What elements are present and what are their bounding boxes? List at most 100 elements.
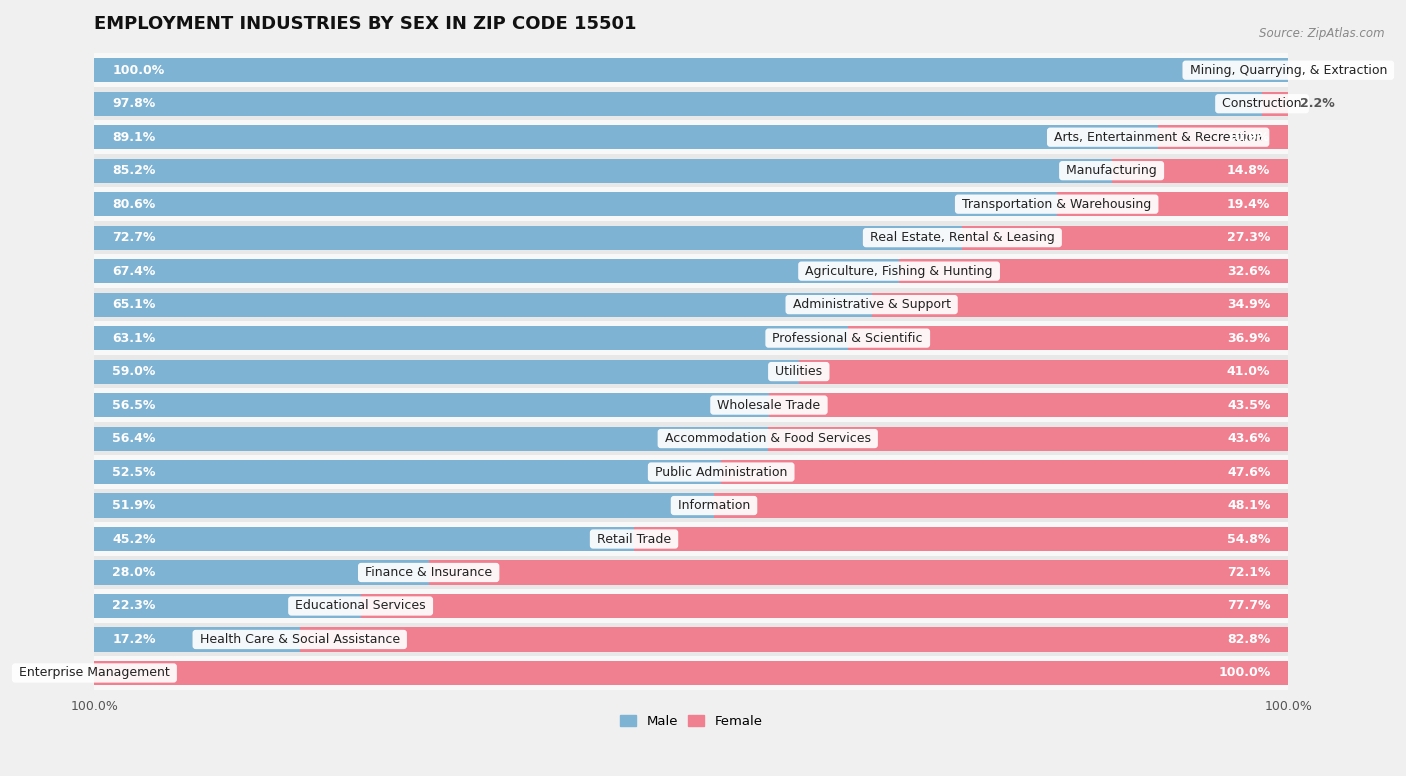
Text: 34.9%: 34.9% <box>1227 298 1271 311</box>
Bar <box>94 120 1288 154</box>
Text: Administrative & Support: Administrative & Support <box>789 298 955 311</box>
Text: 10.9%: 10.9% <box>1227 130 1271 144</box>
Bar <box>872 293 1288 317</box>
Bar <box>94 221 1288 255</box>
Bar <box>299 628 1288 652</box>
Bar <box>714 494 1288 518</box>
Bar <box>94 422 1288 456</box>
Bar <box>94 622 1288 656</box>
Bar <box>94 522 1288 556</box>
Bar <box>94 560 429 584</box>
Bar <box>94 226 962 250</box>
Text: 17.2%: 17.2% <box>112 633 156 646</box>
Bar <box>94 87 1288 120</box>
Text: Transportation & Warehousing: Transportation & Warehousing <box>957 198 1156 210</box>
Text: 89.1%: 89.1% <box>112 130 156 144</box>
Bar <box>94 288 1288 321</box>
Bar <box>94 527 634 551</box>
Text: 47.6%: 47.6% <box>1227 466 1271 479</box>
Bar <box>94 154 1288 188</box>
Bar <box>1263 92 1288 116</box>
Text: 56.5%: 56.5% <box>112 399 156 411</box>
Text: 19.4%: 19.4% <box>1227 198 1271 210</box>
Text: Real Estate, Rental & Leasing: Real Estate, Rental & Leasing <box>866 231 1059 244</box>
Bar <box>1112 158 1288 182</box>
Text: 51.9%: 51.9% <box>112 499 156 512</box>
Bar <box>94 460 721 484</box>
Bar <box>94 393 769 417</box>
Bar <box>94 125 1159 149</box>
Bar <box>94 427 768 451</box>
Text: EMPLOYMENT INDUSTRIES BY SEX IN ZIP CODE 15501: EMPLOYMENT INDUSTRIES BY SEX IN ZIP CODE… <box>94 15 637 33</box>
Text: Enterprise Management: Enterprise Management <box>15 667 174 680</box>
Legend: Male, Female: Male, Female <box>614 709 768 733</box>
Text: 85.2%: 85.2% <box>112 165 156 177</box>
Bar <box>94 359 799 383</box>
Bar <box>768 427 1288 451</box>
Text: Utilities: Utilities <box>772 365 827 378</box>
Bar <box>429 560 1289 584</box>
Bar <box>94 494 714 518</box>
Bar <box>94 489 1288 522</box>
Text: 56.4%: 56.4% <box>112 432 156 445</box>
Text: 22.3%: 22.3% <box>112 600 156 612</box>
Text: 41.0%: 41.0% <box>1227 365 1271 378</box>
Bar <box>769 393 1288 417</box>
Text: Information: Information <box>673 499 754 512</box>
Text: 80.6%: 80.6% <box>112 198 156 210</box>
Bar <box>94 556 1288 589</box>
Text: 45.2%: 45.2% <box>112 532 156 546</box>
Text: Educational Services: Educational Services <box>291 600 430 612</box>
Text: Wholesale Trade: Wholesale Trade <box>713 399 824 411</box>
Text: 43.6%: 43.6% <box>1227 432 1271 445</box>
Bar <box>94 321 1288 355</box>
Text: 14.8%: 14.8% <box>1227 165 1271 177</box>
Bar <box>94 158 1112 182</box>
Text: Retail Trade: Retail Trade <box>593 532 675 546</box>
Text: 72.1%: 72.1% <box>1227 566 1271 579</box>
Bar <box>799 359 1288 383</box>
Text: Professional & Scientific: Professional & Scientific <box>769 331 927 345</box>
Text: 67.4%: 67.4% <box>112 265 156 278</box>
Text: 2.2%: 2.2% <box>1301 97 1336 110</box>
Bar <box>94 192 1057 217</box>
Bar <box>94 594 360 618</box>
Bar <box>94 388 1288 422</box>
Text: 82.8%: 82.8% <box>1227 633 1271 646</box>
Text: Manufacturing: Manufacturing <box>1063 165 1161 177</box>
Text: 52.5%: 52.5% <box>112 466 156 479</box>
Text: Finance & Insurance: Finance & Insurance <box>361 566 496 579</box>
Text: 27.3%: 27.3% <box>1227 231 1271 244</box>
Bar <box>94 589 1288 622</box>
Bar <box>94 58 1288 82</box>
Bar <box>848 326 1288 350</box>
Bar <box>721 460 1289 484</box>
Bar <box>94 628 299 652</box>
Bar <box>94 355 1288 388</box>
Bar <box>94 54 1288 87</box>
Text: 72.7%: 72.7% <box>112 231 156 244</box>
Bar <box>962 226 1288 250</box>
Bar <box>94 188 1288 221</box>
Text: Agriculture, Fishing & Hunting: Agriculture, Fishing & Hunting <box>801 265 997 278</box>
Text: 43.5%: 43.5% <box>1227 399 1271 411</box>
Bar <box>634 527 1288 551</box>
Bar <box>1159 125 1288 149</box>
Bar <box>94 661 1288 685</box>
Text: 63.1%: 63.1% <box>112 331 156 345</box>
Bar <box>94 293 872 317</box>
Text: Source: ZipAtlas.com: Source: ZipAtlas.com <box>1260 27 1385 40</box>
Text: 77.7%: 77.7% <box>1227 600 1271 612</box>
Text: 59.0%: 59.0% <box>112 365 156 378</box>
Bar <box>94 259 898 283</box>
Bar <box>94 656 1288 690</box>
Text: Construction: Construction <box>1218 97 1306 110</box>
Text: 100.0%: 100.0% <box>112 64 165 77</box>
Text: Mining, Quarrying, & Extraction: Mining, Quarrying, & Extraction <box>1185 64 1391 77</box>
Bar <box>94 456 1288 489</box>
Text: 97.8%: 97.8% <box>112 97 156 110</box>
Text: Accommodation & Food Services: Accommodation & Food Services <box>661 432 875 445</box>
Bar <box>94 326 848 350</box>
Bar <box>898 259 1288 283</box>
Text: 36.9%: 36.9% <box>1227 331 1271 345</box>
